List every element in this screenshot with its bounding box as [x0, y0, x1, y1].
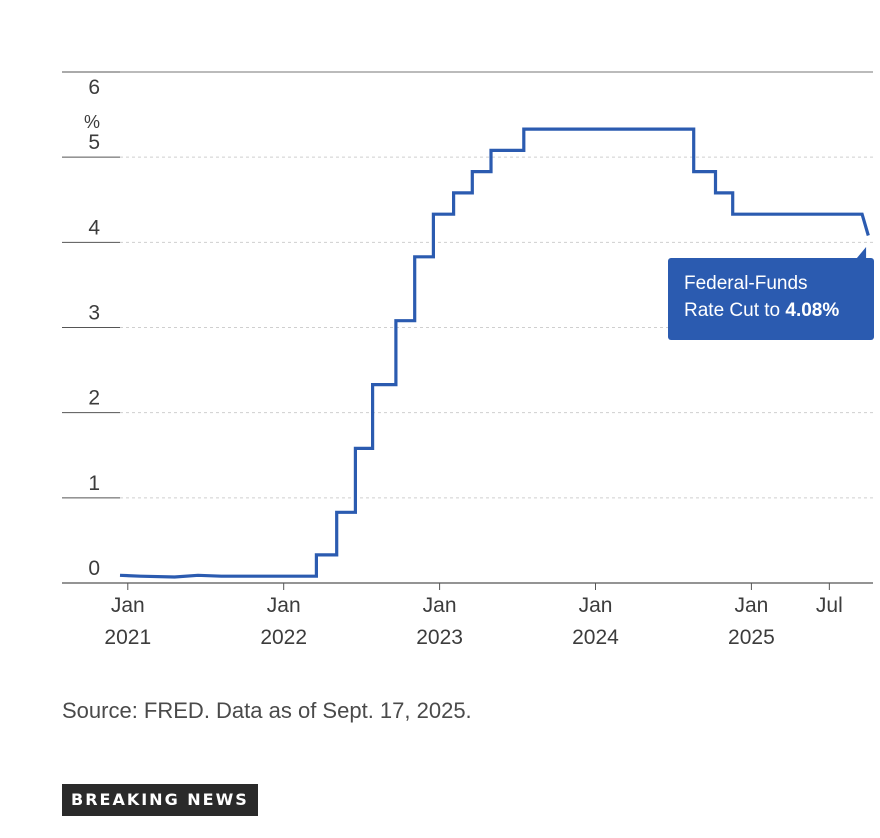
- breaking-news-badge: BREAKING NEWS: [62, 784, 258, 816]
- callout-line1: Federal-Funds: [684, 273, 808, 294]
- callout-annotation: Federal-Funds Rate Cut to 4.08%: [668, 258, 874, 340]
- y-tick-label: 2: [88, 387, 100, 410]
- x-tick-label-month: Jan: [423, 594, 457, 617]
- y-tick-label: 6: [88, 76, 100, 99]
- x-tick-label-month: Jan: [111, 594, 145, 617]
- x-tick-label-year: 2023: [416, 626, 463, 649]
- y-axis: 0 1 2 3 4 5 6%: [62, 71, 120, 584]
- grid: [120, 71, 873, 499]
- y-tick-label: 3: [88, 302, 100, 325]
- callout-value: 4.08%: [785, 300, 840, 321]
- y-tick-label: 5: [88, 131, 100, 154]
- y-unit-label: %: [84, 112, 100, 132]
- x-tick-label-year: 2025: [728, 626, 775, 649]
- y-tick-label: 1: [88, 472, 100, 495]
- source-note: Source: FRED. Data as of Sept. 17, 2025.: [62, 698, 472, 723]
- y-tick-label: 4: [88, 216, 100, 239]
- x-tick-label-month: Jul: [816, 594, 843, 617]
- x-tick-label-year: 2021: [104, 626, 151, 649]
- x-tick-label-month: Jan: [267, 594, 301, 617]
- series-line-federal-funds-rate: [119, 127, 870, 579]
- y-tick-label: 0: [88, 557, 100, 580]
- x-tick-label-month: Jan: [734, 594, 768, 617]
- x-tick-label-year: 2022: [260, 626, 307, 649]
- callout-line2: Rate Cut to 4.08%: [684, 297, 858, 324]
- x-tick-label-month: Jan: [579, 594, 613, 617]
- x-tick-label-year: 2024: [572, 626, 619, 649]
- x-axis: Jan 2021 Jan 2022 Jan 2023 Jan 2024 Jan 2025 Jul: [62, 582, 873, 649]
- callout-pointer: [856, 247, 867, 259]
- callout-prefix: Rate Cut to: [684, 300, 786, 321]
